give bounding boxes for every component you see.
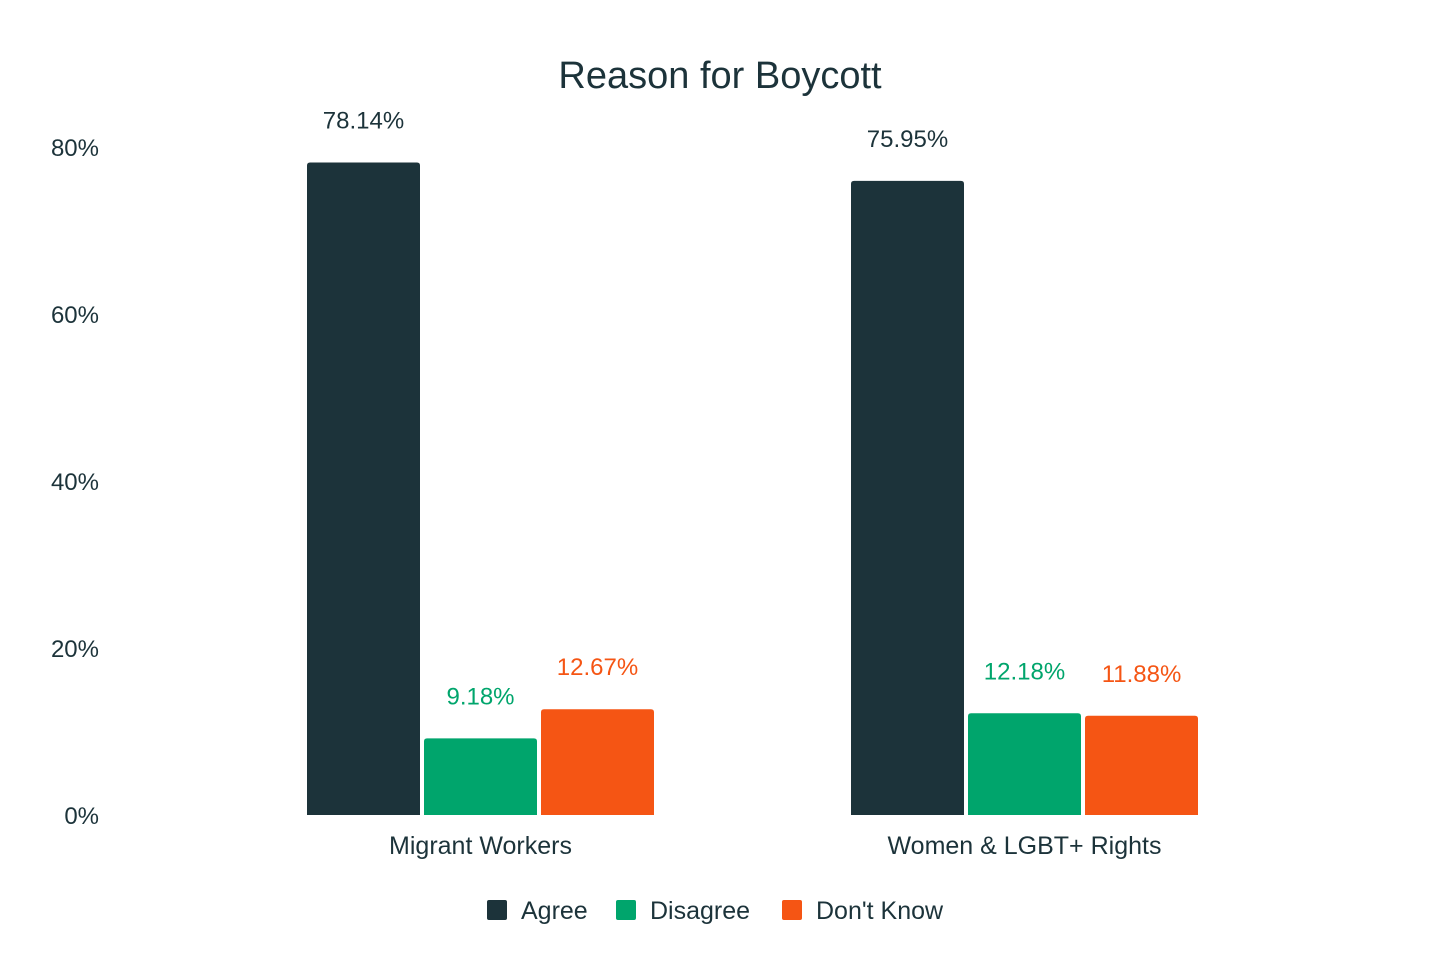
bars: 78.14% 9.18% 12.67% 75.95% 12.18% 11.88% bbox=[307, 108, 1198, 815]
legend-item[interactable]: Agree bbox=[487, 897, 588, 925]
bar-agree bbox=[307, 162, 420, 815]
x-axis: Migrant Workers Women & LGBT+ Rights bbox=[389, 832, 1161, 860]
legend-swatch bbox=[782, 900, 802, 920]
bar-disagree bbox=[424, 738, 537, 815]
legend-swatch bbox=[616, 900, 636, 920]
legend-label: Don't Know bbox=[816, 897, 944, 925]
bar-don-t-know bbox=[1085, 715, 1198, 815]
data-label: 11.88% bbox=[1102, 661, 1182, 688]
y-axis: 0% 20% 40% 60% 80% bbox=[51, 135, 99, 830]
y-tick-label: 0% bbox=[64, 803, 99, 830]
bar-agree bbox=[851, 180, 964, 815]
x-tick-label: Migrant Workers bbox=[389, 832, 572, 860]
chart-title: Reason for Boycott bbox=[558, 55, 882, 97]
legend: Agree Disagree Don't Know bbox=[487, 897, 944, 925]
y-tick-label: 60% bbox=[51, 302, 99, 329]
legend-item[interactable]: Don't Know bbox=[782, 897, 944, 925]
legend-label: Disagree bbox=[650, 897, 750, 925]
data-label: 9.18% bbox=[446, 683, 514, 710]
data-label: 12.67% bbox=[557, 654, 638, 681]
bar-don-t-know bbox=[541, 709, 654, 815]
legend-swatch bbox=[487, 900, 507, 920]
data-label: 12.18% bbox=[984, 658, 1065, 685]
data-label: 75.95% bbox=[867, 126, 948, 153]
x-tick-label: Women & LGBT+ Rights bbox=[888, 832, 1162, 860]
y-tick-label: 80% bbox=[51, 135, 99, 162]
data-label: 78.14% bbox=[323, 108, 404, 135]
legend-label: Agree bbox=[521, 897, 588, 925]
legend-item[interactable]: Disagree bbox=[616, 897, 750, 925]
bar-disagree bbox=[968, 713, 1081, 815]
y-tick-label: 40% bbox=[51, 469, 99, 496]
y-tick-label: 20% bbox=[51, 636, 99, 663]
